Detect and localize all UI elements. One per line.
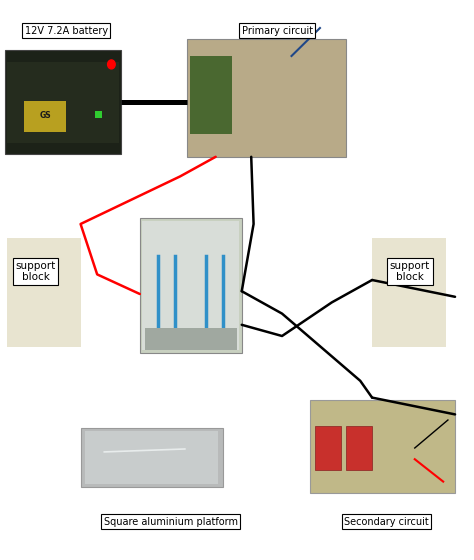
Bar	[5, 50, 121, 154]
Bar	[140, 218, 242, 353]
Bar	[24, 101, 66, 132]
Text: 12V 7.2A battery: 12V 7.2A battery	[25, 26, 108, 36]
Bar	[142, 221, 239, 350]
Bar	[95, 111, 102, 118]
Bar	[346, 426, 372, 470]
Text: Secondary circuit: Secondary circuit	[344, 517, 428, 527]
Bar	[7, 238, 81, 347]
Circle shape	[108, 60, 115, 69]
Bar	[85, 431, 218, 484]
Text: support
block: support block	[16, 261, 55, 282]
Text: Primary circuit: Primary circuit	[242, 26, 313, 36]
Bar	[187, 39, 346, 157]
Bar	[81, 428, 223, 487]
Bar	[310, 400, 455, 493]
Text: support
block: support block	[390, 261, 430, 282]
Bar	[145, 328, 237, 350]
Bar	[7, 62, 118, 143]
Text: Square aluminium platform: Square aluminium platform	[104, 517, 237, 527]
Text: GS: GS	[39, 111, 51, 120]
Bar	[315, 426, 341, 470]
Bar	[190, 56, 232, 134]
Bar	[372, 238, 446, 347]
